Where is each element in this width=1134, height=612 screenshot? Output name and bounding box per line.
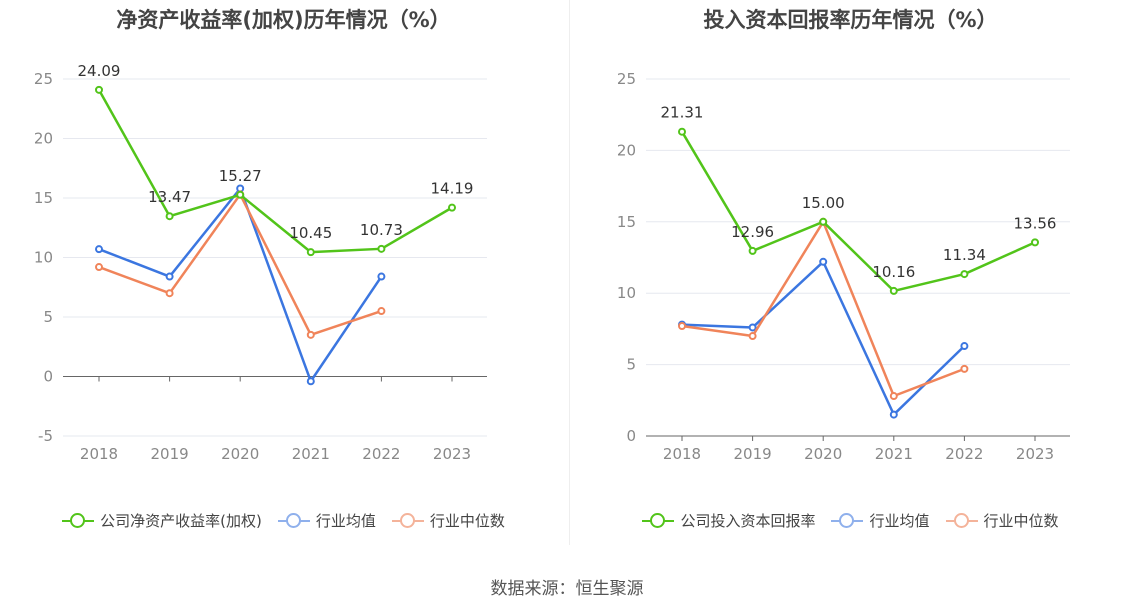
legend-label: 行业中位数	[429, 512, 505, 530]
data-label: 14.19	[431, 180, 474, 198]
roic-chart-legend: 公司投入资本回报率 行业均值 行业中位数	[567, 510, 1134, 531]
x-tick-label: 2022	[362, 445, 400, 463]
data-point	[1031, 238, 1039, 247]
series-line	[97, 89, 453, 254]
legend-item-industry-median[interactable]: 行业中位数	[391, 510, 505, 531]
legend-item-industry-avg[interactable]: 行业均值	[831, 510, 930, 531]
roe-chart-panel: 净资产收益率(加权)历年情况（%） -5 0 5 10 15 20 25 2018 2019 20…	[0, 0, 567, 550]
legend-label: 公司投入资本回报率	[680, 512, 816, 530]
data-point	[165, 289, 174, 298]
y-tick-label: 10	[34, 249, 53, 267]
x-tick-label: 2023	[1016, 445, 1054, 463]
data-point	[95, 263, 103, 272]
legend-line-circle-icon	[642, 512, 675, 529]
legend-label: 公司净资产收益率(加权)	[100, 512, 262, 530]
y-tick-label: 25	[617, 70, 636, 88]
roe-chart-title: 净资产收益率(加权)历年情况（%）	[116, 8, 451, 32]
data-point	[448, 203, 456, 212]
data-point	[306, 330, 315, 339]
series-line	[680, 131, 1036, 293]
data-label: 15.27	[219, 167, 262, 185]
x-tick-label: 2021	[875, 445, 913, 463]
data-label: 10.16	[872, 263, 915, 281]
x-tick-label: 2020	[804, 445, 842, 463]
roic-chart-plot: 0 5 10 15 20 25 2018 2019 2020 2021 2022 2023 21.31 1…	[617, 70, 1070, 463]
data-label: 10.45	[289, 224, 332, 242]
data-label: 12.96	[731, 223, 774, 241]
x-tick-label: 2020	[221, 445, 259, 463]
legend-line-circle-icon	[945, 512, 978, 529]
data-point	[889, 286, 898, 295]
panel-divider	[569, 0, 570, 545]
x-tick-label: 2019	[151, 445, 189, 463]
y-tick-label: 10	[617, 284, 636, 302]
y-tick-label: 5	[43, 308, 53, 326]
legend-line-circle-icon	[277, 512, 310, 529]
data-point	[889, 410, 898, 419]
legend-label: 行业均值	[869, 512, 930, 530]
y-tick-label: 20	[34, 130, 53, 148]
data-point	[165, 212, 174, 221]
data-label: 13.47	[148, 188, 191, 206]
data-point	[819, 217, 828, 226]
legend-label: 行业均值	[315, 512, 376, 530]
data-point	[748, 323, 757, 332]
data-point	[960, 364, 969, 373]
data-point	[377, 244, 386, 253]
x-tick-label: 2021	[292, 445, 330, 463]
legend-line-circle-icon	[62, 512, 95, 529]
y-tick-label: 5	[626, 356, 636, 374]
y-tick-label: 20	[617, 141, 636, 159]
data-point	[377, 307, 386, 316]
data-label: 21.31	[661, 104, 704, 122]
x-tick-label: 2018	[80, 445, 118, 463]
legend-label: 行业中位数	[983, 512, 1059, 530]
y-tick-label: 15	[34, 189, 53, 207]
legend-line-circle-icon	[391, 512, 424, 529]
x-tick-label: 2018	[663, 445, 701, 463]
roic-chart-title: 投入资本回报率历年情况（%）	[703, 8, 998, 32]
data-point	[889, 392, 898, 401]
data-point	[678, 127, 686, 136]
x-tick-label: 2019	[734, 445, 772, 463]
data-point	[377, 272, 386, 281]
legend-item-industry-median[interactable]: 行业中位数	[945, 510, 1059, 531]
x-tick-label: 2022	[945, 445, 983, 463]
data-point	[819, 257, 828, 266]
data-point	[95, 245, 103, 254]
y-tick-label: 15	[617, 213, 636, 231]
legend-item-company-roic[interactable]: 公司投入资本回报率	[642, 510, 815, 531]
data-label: 13.56	[1014, 214, 1057, 232]
data-point	[165, 272, 174, 281]
data-point	[306, 377, 315, 386]
data-label: 15.00	[802, 194, 845, 212]
roic-chart-panel: 投入资本回报率历年情况（%） 0 5 10 15 20 25 2018 2019 2020 202…	[567, 0, 1134, 550]
roe-chart-plot: -5 0 5 10 15 20 25 2018 2019 2020 2021 2022 2023 24.0…	[34, 62, 487, 463]
series-line	[98, 187, 383, 383]
data-point	[236, 190, 245, 199]
legend-item-company-roe[interactable]: 公司净资产收益率(加权)	[62, 510, 262, 531]
data-point	[748, 332, 757, 341]
legend-line-circle-icon	[831, 512, 864, 529]
data-point	[678, 322, 686, 331]
legend-item-industry-avg[interactable]: 行业均值	[277, 510, 376, 531]
series-line	[681, 220, 965, 398]
roe-chart-legend: 公司净资产收益率(加权) 行业均值 行业中位数	[0, 510, 567, 531]
data-label: 10.73	[360, 221, 403, 239]
y-tick-label: 0	[626, 427, 636, 445]
y-tick-label: -5	[38, 427, 53, 445]
data-point	[306, 248, 315, 257]
data-point	[95, 85, 103, 94]
data-point	[748, 246, 757, 255]
x-tick-label: 2023	[433, 445, 471, 463]
y-tick-label: 25	[34, 70, 53, 88]
data-point	[960, 270, 969, 279]
data-point	[960, 342, 969, 351]
data-label: 11.34	[943, 246, 986, 264]
data-source-note: 数据来源：恒生聚源	[490, 579, 644, 599]
y-tick-label: 0	[43, 368, 53, 386]
data-label: 24.09	[78, 62, 121, 80]
